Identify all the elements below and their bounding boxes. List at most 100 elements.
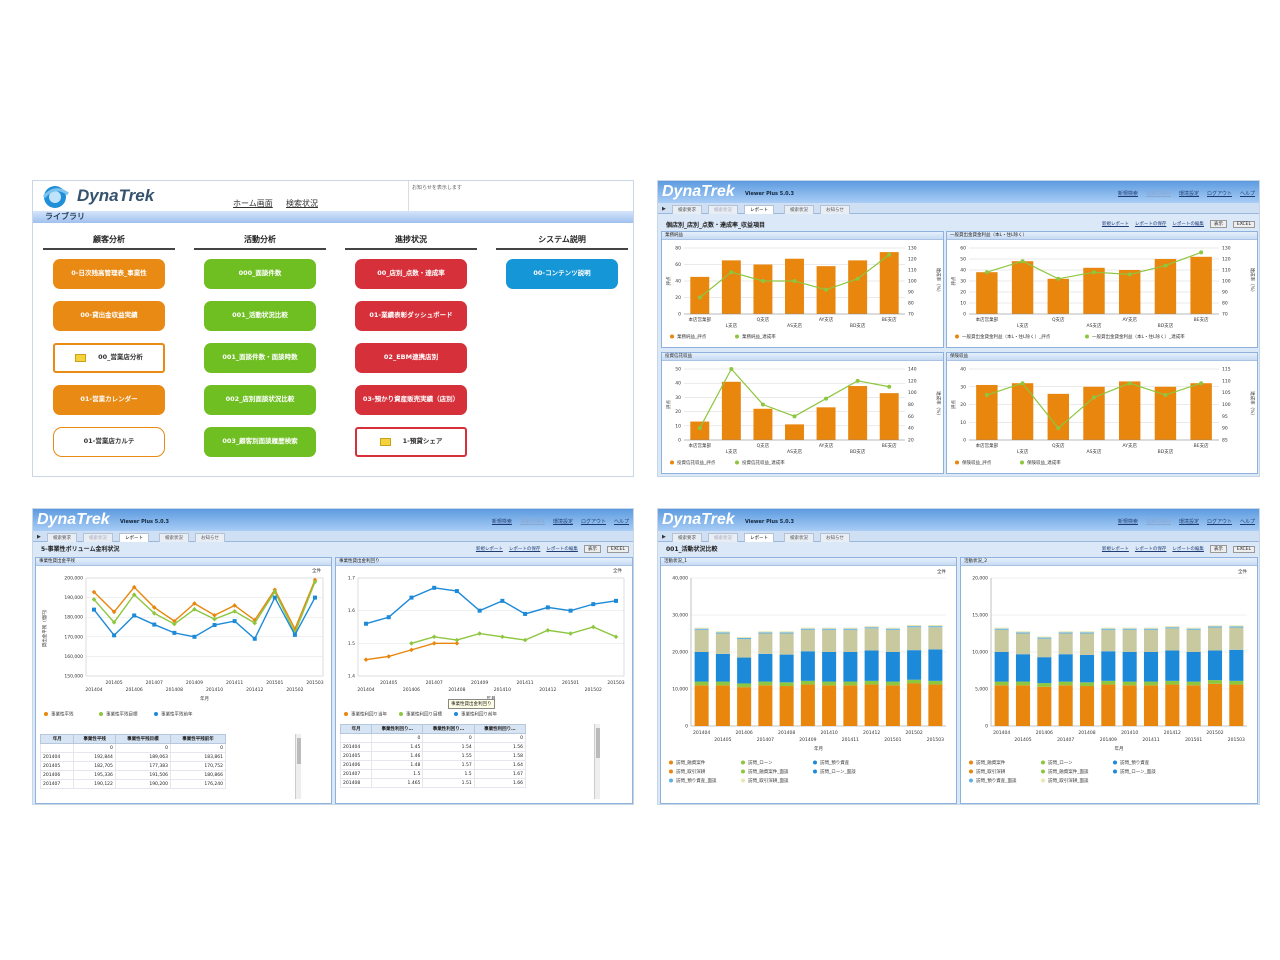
help-link[interactable]: ヘルプ <box>1239 519 1255 525</box>
stacked-bar-segment[interactable] <box>907 626 922 628</box>
stacked-bar-segment[interactable] <box>1122 652 1137 682</box>
stacked-bar-segment[interactable] <box>885 652 900 682</box>
stacked-bar-segment[interactable] <box>1037 638 1052 658</box>
stacked-bar-segment[interactable] <box>1122 629 1137 652</box>
stacked-bar-segment[interactable] <box>694 652 709 682</box>
line-point[interactable] <box>792 279 797 283</box>
stacked-bar-segment[interactable] <box>800 628 815 630</box>
line-point[interactable] <box>431 634 437 640</box>
display-button[interactable]: 表示 <box>583 545 601 553</box>
search-status-link[interactable]: 検索状況 <box>286 199 318 208</box>
edit-report-link[interactable]: レポートの編集 <box>546 547 578 552</box>
line-point[interactable] <box>292 632 297 637</box>
stacked-bar-segment[interactable] <box>928 649 943 681</box>
stacked-bar-segment[interactable] <box>1165 650 1180 681</box>
tab-search-status[interactable]: 検索状況 <box>708 533 738 542</box>
new-report-link[interactable]: 新規レポート <box>1101 547 1129 552</box>
line-point[interactable] <box>792 414 797 419</box>
stacked-bar-segment[interactable] <box>1186 652 1201 682</box>
line-point[interactable] <box>386 615 391 620</box>
line-point[interactable] <box>545 605 550 610</box>
tab-search-status-2[interactable]: 検索状況 <box>784 205 814 214</box>
stacked-bar-segment[interactable] <box>907 627 922 651</box>
stacked-bar-segment[interactable] <box>800 627 815 629</box>
save-report-link[interactable]: レポートの保存 <box>1134 547 1167 552</box>
bar[interactable] <box>721 381 741 440</box>
stacked-bar-segment[interactable] <box>1079 632 1095 634</box>
stacked-bar-segment[interactable] <box>715 681 730 686</box>
tab-search-request[interactable]: 検索要求 <box>47 533 77 542</box>
tab-report[interactable]: レポート <box>119 533 149 542</box>
table-row[interactable]: 201405 182,705 177,383 170,752 <box>39 761 227 771</box>
stacked-bar-segment[interactable] <box>1143 681 1159 686</box>
line-point[interactable] <box>152 622 157 627</box>
stacked-bar-segment[interactable] <box>1015 654 1031 682</box>
stacked-bar-segment[interactable] <box>907 650 922 680</box>
stacked-bar-segment[interactable] <box>1165 626 1180 628</box>
line-point[interactable] <box>1056 426 1061 431</box>
stacked-bar-segment[interactable] <box>779 654 794 683</box>
stacked-bar-segment[interactable] <box>1186 685 1201 726</box>
new-report-link[interactable]: 新規レポート <box>1101 222 1129 227</box>
stacked-bar-segment[interactable] <box>758 631 773 633</box>
stacked-bar-segment[interactable] <box>715 631 730 633</box>
line-point[interactable] <box>92 607 96 612</box>
stacked-bar-segment[interactable] <box>758 681 773 686</box>
stacked-bar-segment[interactable] <box>864 684 879 726</box>
stacked-bar-segment[interactable] <box>907 683 922 726</box>
stacked-bar-segment[interactable] <box>1058 654 1073 682</box>
stacked-bar-segment[interactable] <box>928 626 943 628</box>
stacked-bar-segment[interactable] <box>758 685 773 726</box>
settings-link[interactable]: 環境設定 <box>552 519 573 525</box>
stacked-bar-segment[interactable] <box>994 685 1009 726</box>
stacked-bar-segment[interactable] <box>1079 682 1095 687</box>
line-point[interactable] <box>1127 272 1132 277</box>
line-point[interactable] <box>523 611 528 616</box>
bar[interactable] <box>753 408 773 440</box>
bar[interactable] <box>1083 267 1105 314</box>
stacked-bar-segment[interactable] <box>822 652 837 682</box>
stacked-bar-segment[interactable] <box>928 624 943 627</box>
line-point[interactable] <box>500 598 505 603</box>
stacked-bar-segment[interactable] <box>864 628 879 651</box>
stacked-bar-segment[interactable] <box>1207 625 1223 627</box>
line-point[interactable] <box>1092 395 1096 400</box>
stacked-bar-segment[interactable] <box>737 657 752 684</box>
stacked-bar-segment[interactable] <box>885 681 900 686</box>
stacked-bar-segment[interactable] <box>864 650 879 681</box>
line-point[interactable] <box>1056 276 1061 281</box>
stacked-bar-segment[interactable] <box>1229 627 1244 650</box>
line-point[interactable] <box>232 619 237 624</box>
line-point[interactable] <box>1092 270 1096 275</box>
line-point[interactable] <box>887 384 892 389</box>
tab-search-status[interactable]: 検索状況 <box>708 205 738 214</box>
line-point[interactable] <box>614 598 618 603</box>
line-point[interactable] <box>729 367 734 371</box>
column-header[interactable]: 年月 <box>339 724 373 734</box>
tab-search-request[interactable]: 検索要求 <box>672 533 702 542</box>
stacked-bar-segment[interactable] <box>885 629 900 652</box>
line-point[interactable] <box>409 641 414 646</box>
line-point[interactable] <box>984 270 989 275</box>
line-point[interactable] <box>151 610 157 616</box>
stacked-bar-segment[interactable] <box>1186 628 1201 630</box>
new-report-link[interactable]: 新規レポート <box>475 547 503 552</box>
line-point[interactable] <box>212 623 217 628</box>
bar[interactable] <box>1119 270 1141 314</box>
stacked-bar-segment[interactable] <box>715 653 730 682</box>
stacked-bar-segment[interactable] <box>864 626 879 628</box>
bar[interactable] <box>1047 278 1069 314</box>
help-link[interactable]: ヘルプ <box>613 519 629 525</box>
stacked-bar-segment[interactable] <box>1186 629 1201 652</box>
tab-notices[interactable]: お知らせ <box>820 533 850 542</box>
save-report-link[interactable]: レポートの保存 <box>508 547 541 552</box>
line-point[interactable] <box>232 603 237 608</box>
line-point[interactable] <box>431 641 437 646</box>
edit-report-link[interactable]: レポートの編集 <box>1172 222 1204 227</box>
stacked-bar-segment[interactable] <box>1143 685 1159 726</box>
line-point[interactable] <box>824 396 829 401</box>
stacked-bar-segment[interactable] <box>822 629 837 652</box>
stacked-bar-segment[interactable] <box>1122 628 1137 630</box>
stacked-bar-segment[interactable] <box>822 685 837 726</box>
